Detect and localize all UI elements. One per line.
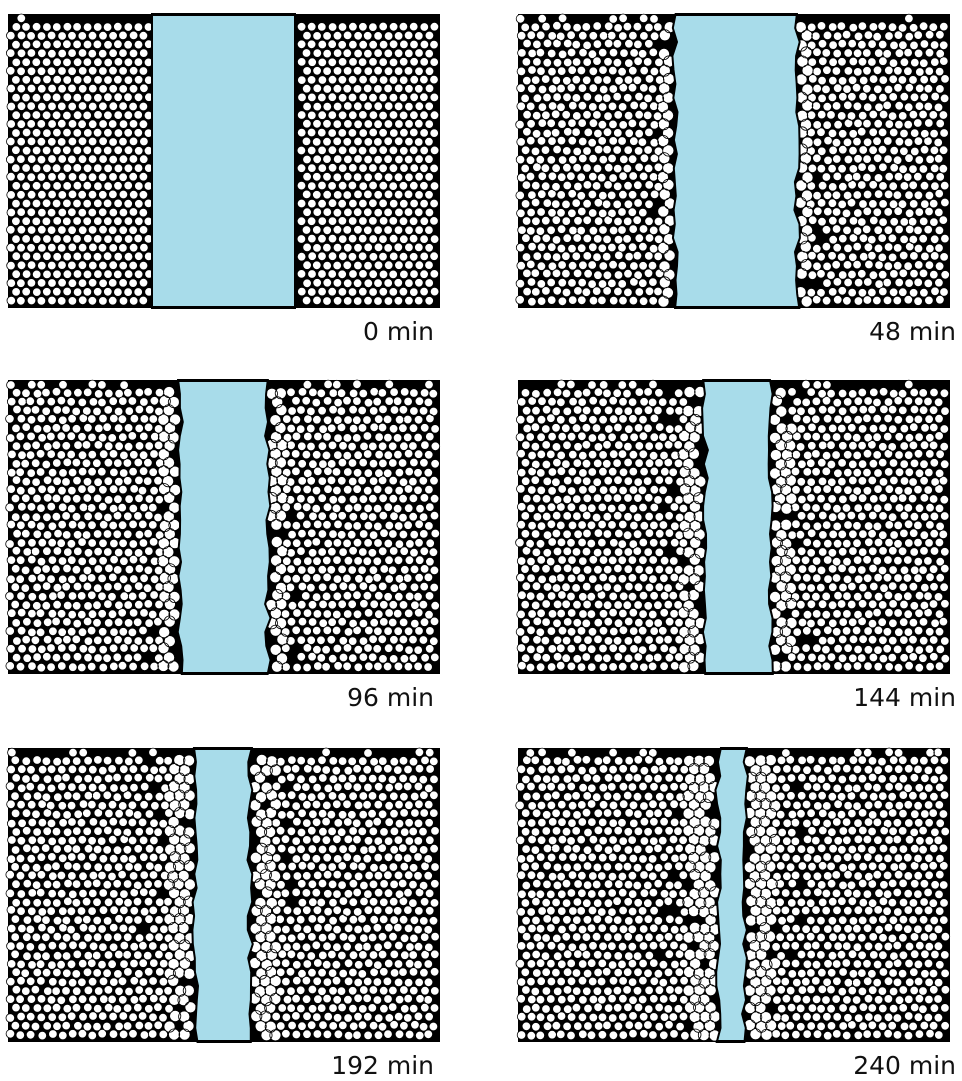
panel-label: 0 min xyxy=(363,317,434,346)
panel xyxy=(515,13,950,309)
panel-label: 48 min xyxy=(869,317,956,346)
panel xyxy=(5,379,441,675)
panel xyxy=(515,747,951,1043)
panel xyxy=(6,13,440,309)
cells xyxy=(515,747,951,1042)
panel-label: 240 min xyxy=(853,1051,956,1080)
wound-gap xyxy=(701,379,774,675)
cells xyxy=(6,13,440,306)
cells xyxy=(5,747,440,1042)
panel-label: 192 min xyxy=(331,1051,434,1080)
panel xyxy=(5,747,440,1043)
panel xyxy=(515,379,951,675)
wound-gap xyxy=(714,747,749,1043)
cells xyxy=(515,379,951,674)
wound-gap xyxy=(671,13,801,309)
wound-gap xyxy=(191,747,254,1043)
wound-gap xyxy=(151,13,296,309)
panel-label: 96 min xyxy=(347,683,434,712)
cells xyxy=(515,13,950,308)
wound-gap xyxy=(176,379,272,675)
panel-label: 144 min xyxy=(853,683,956,712)
